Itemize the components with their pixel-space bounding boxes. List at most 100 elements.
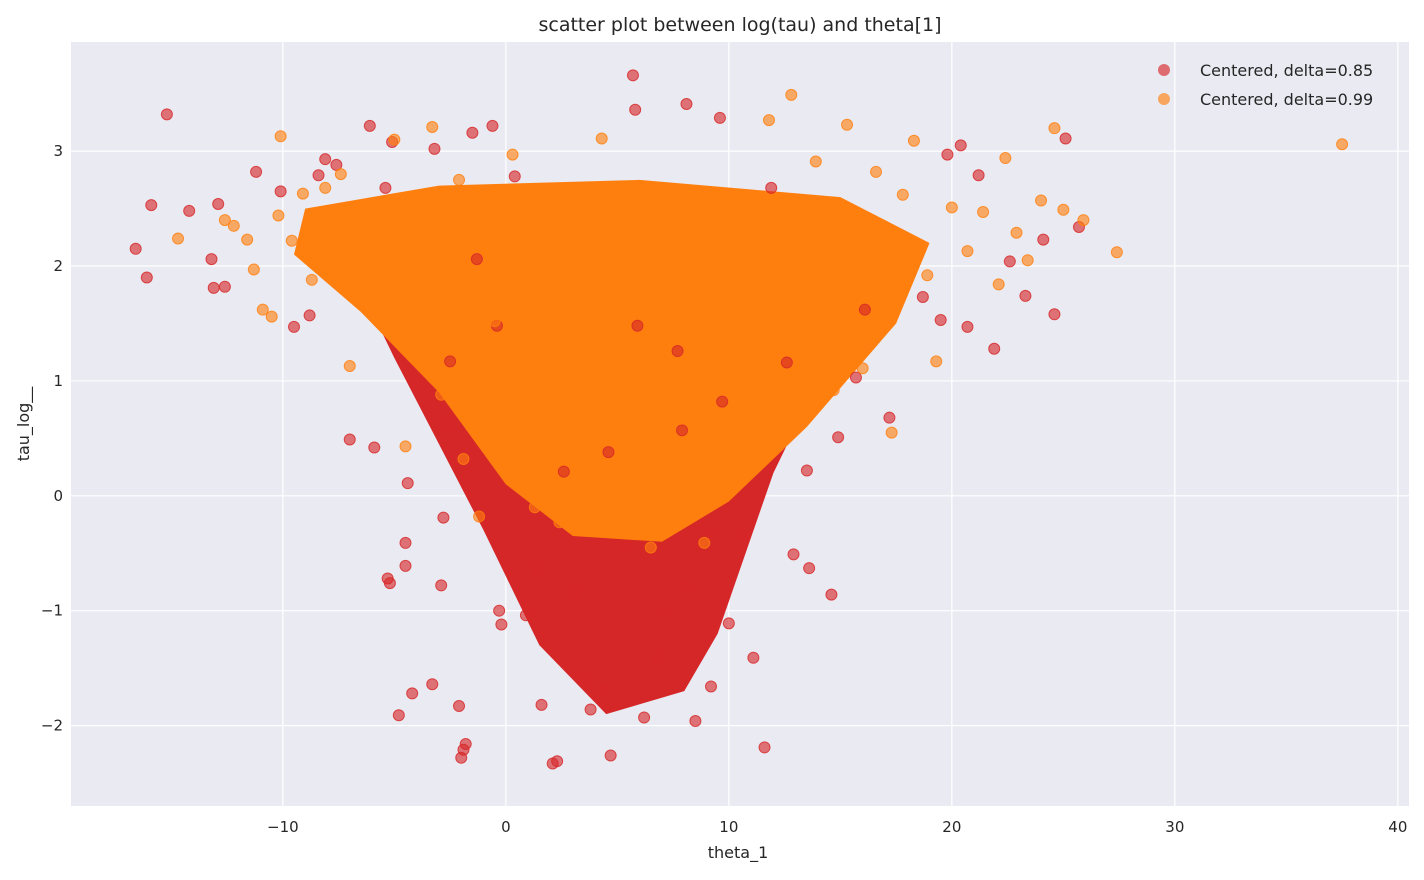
point-delta-099 [870, 165, 883, 178]
point-delta-099 [631, 457, 644, 470]
point-delta-085 [435, 579, 448, 592]
point-delta-085 [631, 319, 644, 332]
point-delta-085 [722, 617, 735, 630]
y-tick-label: 2 [53, 257, 63, 275]
point-delta-085 [392, 709, 405, 722]
point-delta-085 [577, 671, 590, 684]
point-delta-085 [399, 536, 412, 549]
point-delta-099 [274, 130, 287, 143]
point-delta-099 [999, 152, 1012, 165]
point-delta-099 [930, 355, 943, 368]
y-tick-label: −2 [41, 717, 63, 735]
point-delta-085 [678, 579, 691, 592]
point-delta-085 [426, 678, 439, 691]
point-delta-085 [680, 98, 693, 111]
point-delta-099 [265, 310, 278, 323]
point-delta-099 [945, 201, 958, 214]
point-delta-085 [602, 446, 615, 459]
point-delta-085 [288, 320, 300, 333]
point-delta-099 [673, 412, 686, 425]
point-delta-085 [584, 703, 597, 716]
point-delta-085 [658, 605, 671, 618]
point-delta-099 [796, 331, 809, 344]
point-delta-099 [488, 315, 501, 328]
y-tick-label: −1 [41, 602, 63, 620]
point-delta-099 [517, 402, 530, 415]
point-delta-099 [227, 219, 240, 232]
point-delta-099 [740, 206, 753, 219]
point-delta-099 [334, 168, 347, 181]
point-delta-099 [435, 388, 448, 401]
x-tick-label: 40 [1388, 818, 1407, 836]
point-delta-085 [406, 687, 419, 700]
point-delta-085 [207, 281, 220, 294]
point-delta-099 [809, 155, 822, 168]
point-delta-085 [470, 253, 483, 266]
point-delta-085 [916, 291, 929, 304]
point-delta-085 [597, 682, 610, 695]
point-delta-085 [954, 139, 967, 152]
point-delta-085 [183, 204, 196, 217]
point-delta-099 [751, 291, 764, 304]
point-delta-085 [557, 465, 570, 478]
point-delta-099 [241, 233, 254, 246]
point-delta-099 [539, 191, 552, 204]
point-delta-099 [961, 245, 974, 258]
point-delta-085 [551, 755, 564, 768]
point-delta-085 [671, 345, 684, 358]
point-delta-099 [453, 173, 466, 186]
point-delta-085 [437, 511, 450, 524]
point-delta-085 [803, 562, 816, 575]
point-delta-085 [535, 698, 548, 711]
point-delta-085 [988, 342, 1001, 355]
point-delta-085 [212, 197, 225, 210]
point-delta-085 [493, 604, 506, 617]
point-delta-085 [383, 577, 396, 590]
point-delta-085 [629, 103, 642, 116]
point-delta-085 [428, 142, 441, 155]
point-delta-085 [218, 280, 231, 293]
point-delta-099 [1035, 194, 1048, 207]
point-delta-099 [584, 226, 597, 239]
point-delta-085 [508, 170, 521, 183]
point-delta-085 [736, 530, 749, 543]
point-delta-099 [1010, 226, 1023, 239]
point-delta-085 [787, 548, 800, 561]
point-delta-099 [343, 359, 356, 372]
point-delta-085 [444, 355, 457, 368]
point-delta-085 [312, 169, 325, 182]
point-delta-085 [319, 153, 332, 166]
point-delta-085 [689, 714, 702, 727]
point-delta-085 [486, 119, 499, 132]
x-tick-label: −10 [267, 818, 299, 836]
legend-marker-delta-085 [1158, 64, 1170, 76]
point-delta-099 [473, 510, 486, 523]
point-delta-085 [758, 741, 771, 754]
point-delta-099 [771, 440, 784, 453]
point-delta-099 [247, 263, 260, 276]
y-tick-label: 0 [53, 487, 63, 505]
point-delta-085 [145, 199, 158, 212]
point-delta-085 [972, 169, 985, 182]
point-delta-099 [272, 209, 285, 222]
y-axis-label: tau_log__ [14, 386, 34, 462]
point-delta-099 [1336, 138, 1349, 151]
point-delta-085 [676, 424, 689, 437]
point-delta-085 [934, 314, 947, 327]
point-delta-099 [885, 426, 898, 439]
chart-title: scatter plot between log(tau) and theta[… [538, 14, 941, 36]
point-delta-085 [453, 700, 466, 713]
point-delta-085 [883, 411, 896, 424]
legend: Centered, delta=0.85 Centered, delta=0.9… [1158, 61, 1373, 109]
point-delta-085 [1037, 233, 1050, 246]
point-delta-099 [1021, 254, 1034, 267]
point-delta-099 [713, 342, 726, 355]
x-tick-label: 30 [1165, 818, 1184, 836]
point-delta-085 [303, 309, 316, 322]
point-delta-099 [921, 269, 934, 282]
point-delta-099 [350, 265, 363, 278]
point-delta-099 [698, 536, 711, 549]
point-delta-099 [1110, 246, 1123, 259]
point-delta-085 [250, 165, 263, 178]
point-delta-085 [1059, 132, 1072, 145]
